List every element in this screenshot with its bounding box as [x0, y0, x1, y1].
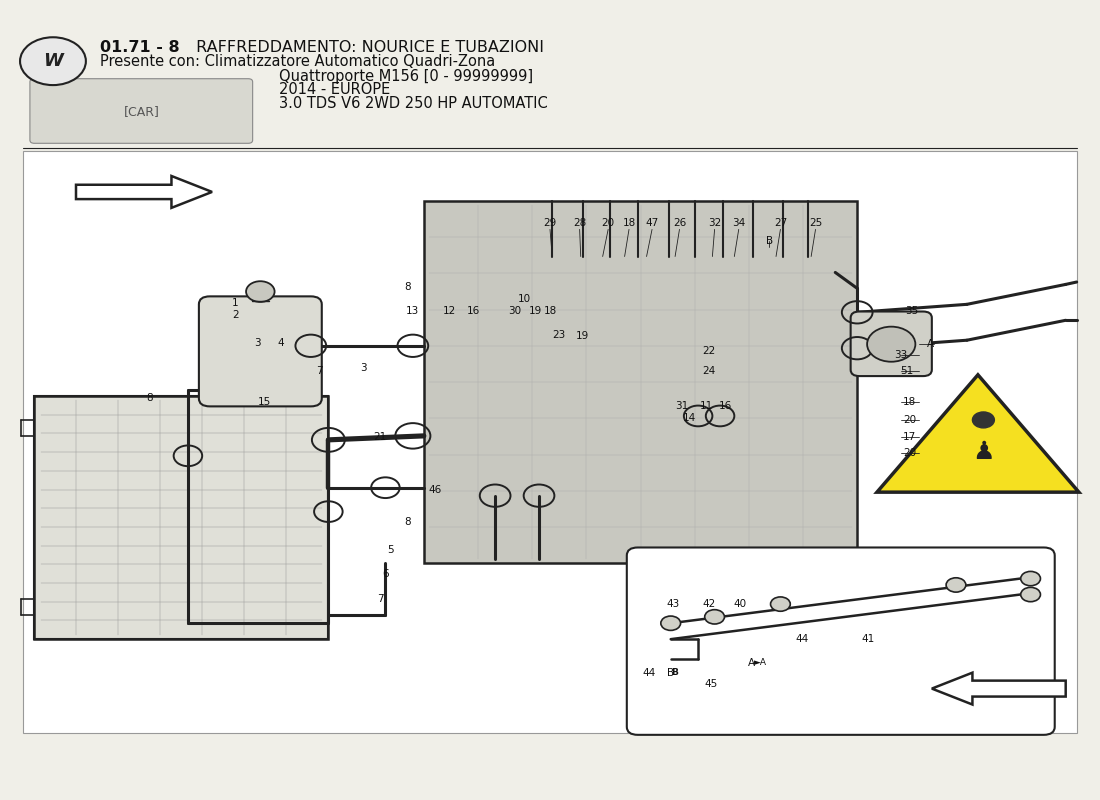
Circle shape: [770, 597, 790, 611]
Circle shape: [20, 38, 86, 85]
Text: B: B: [766, 235, 773, 246]
Text: 6: 6: [382, 569, 388, 578]
Text: 7: 7: [317, 366, 323, 375]
Circle shape: [661, 616, 681, 630]
Text: 44: 44: [642, 669, 656, 678]
Text: 16: 16: [466, 306, 480, 316]
Bar: [424, 201, 857, 563]
Polygon shape: [877, 375, 1079, 492]
Text: 44: 44: [795, 634, 808, 644]
Text: 16: 16: [719, 402, 733, 411]
Text: 17: 17: [903, 432, 916, 442]
Text: 41: 41: [861, 634, 875, 644]
Text: 27: 27: [773, 218, 786, 228]
Text: B: B: [667, 669, 674, 678]
Text: 8: 8: [404, 517, 410, 527]
FancyBboxPatch shape: [627, 547, 1055, 735]
Circle shape: [1021, 587, 1041, 602]
Text: 4: 4: [278, 338, 285, 347]
Text: 34: 34: [733, 218, 746, 228]
Text: 01.71 - 8: 01.71 - 8: [100, 40, 179, 55]
Circle shape: [246, 282, 275, 302]
Text: 20: 20: [903, 415, 916, 425]
Text: 42: 42: [703, 599, 716, 609]
Text: 8: 8: [404, 282, 410, 292]
Text: 1: 1: [232, 298, 239, 308]
Text: 24: 24: [703, 366, 716, 375]
Text: 28: 28: [573, 218, 586, 228]
Text: 10: 10: [518, 294, 531, 304]
Text: 33: 33: [894, 350, 908, 359]
FancyBboxPatch shape: [199, 296, 322, 406]
Text: 2014 - EUROPE: 2014 - EUROPE: [279, 82, 390, 98]
Polygon shape: [76, 176, 212, 208]
Text: RAFFREDDAMENTO: NOURICE E TUBAZIONI: RAFFREDDAMENTO: NOURICE E TUBAZIONI: [191, 40, 544, 55]
Text: 3: 3: [254, 338, 261, 347]
Text: 8: 8: [146, 394, 153, 403]
Text: Presente con: Climatizzatore Automatico Quadri-Zona: Presente con: Climatizzatore Automatico …: [100, 54, 495, 70]
Text: 23: 23: [552, 330, 565, 340]
Text: 21: 21: [373, 432, 386, 442]
Text: 45: 45: [705, 679, 718, 689]
Text: 13: 13: [406, 306, 419, 316]
Text: 15: 15: [258, 398, 272, 407]
Text: 19: 19: [529, 306, 542, 316]
Bar: [34, 396, 329, 639]
FancyBboxPatch shape: [30, 78, 253, 143]
Text: 46: 46: [428, 485, 441, 495]
Text: A: A: [748, 658, 756, 668]
Text: 11: 11: [701, 402, 714, 411]
Bar: [23, 151, 1077, 734]
Text: 14: 14: [683, 414, 696, 423]
Text: 31: 31: [675, 402, 689, 411]
Text: W: W: [43, 52, 63, 70]
Text: 22: 22: [703, 346, 716, 355]
Bar: [34, 396, 329, 639]
Text: 47: 47: [646, 218, 659, 228]
Text: 5: 5: [387, 545, 394, 555]
Text: 7: 7: [376, 594, 383, 604]
Text: 18: 18: [903, 398, 916, 407]
Text: 43: 43: [667, 599, 680, 609]
Circle shape: [946, 578, 966, 592]
Circle shape: [705, 610, 725, 624]
Circle shape: [1021, 571, 1041, 586]
Text: ♟: ♟: [972, 440, 994, 464]
Text: A: A: [927, 339, 934, 349]
Text: 20: 20: [903, 448, 916, 458]
Text: 30: 30: [508, 306, 521, 316]
Text: 18: 18: [623, 218, 636, 228]
Text: B: B: [671, 668, 678, 677]
Polygon shape: [932, 673, 1066, 705]
Text: 19: 19: [576, 331, 590, 342]
Circle shape: [867, 326, 915, 362]
Text: ►A: ►A: [755, 658, 767, 666]
Text: 26: 26: [673, 218, 686, 228]
Text: 40: 40: [734, 599, 747, 609]
Text: [CAR]: [CAR]: [124, 105, 160, 118]
Text: 51: 51: [900, 366, 913, 375]
Bar: [424, 201, 857, 563]
Circle shape: [972, 412, 994, 428]
Text: 35: 35: [905, 306, 918, 316]
Text: 2: 2: [232, 310, 239, 320]
Text: 12: 12: [442, 306, 455, 316]
Text: 29: 29: [543, 218, 557, 228]
Text: 20: 20: [602, 218, 615, 228]
FancyBboxPatch shape: [850, 311, 932, 376]
Text: Quattroporte M156 [0 - 99999999]: Quattroporte M156 [0 - 99999999]: [279, 69, 534, 84]
Text: 25: 25: [808, 218, 822, 228]
Text: 3.0 TDS V6 2WD 250 HP AUTOMATIC: 3.0 TDS V6 2WD 250 HP AUTOMATIC: [279, 96, 548, 111]
Text: 32: 32: [708, 218, 722, 228]
Text: 18: 18: [543, 306, 557, 316]
Text: 3: 3: [360, 363, 366, 373]
